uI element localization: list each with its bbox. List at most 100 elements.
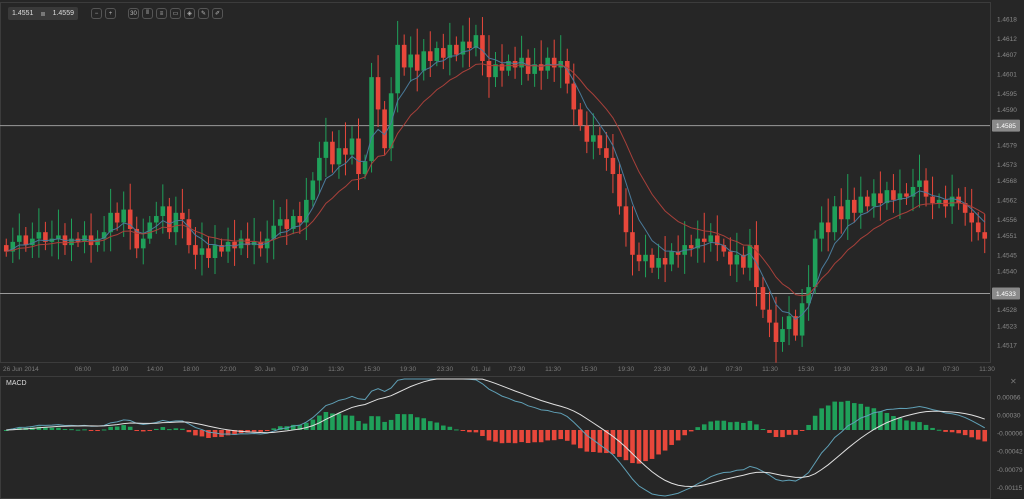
macd-hist-up [454,429,459,431]
chart-toolbar: 1.4551 1.4559 − +30 ⫴ ≡ ▭ ◈ ✎ ✐ [8,7,223,20]
time-axis-tick: 19:30 [400,366,417,373]
candle-up [845,199,851,220]
time-axis-tick: 07:30 [292,366,309,373]
macd-hist-down [630,430,635,464]
macd-hist-up [330,413,335,430]
macd-hist-down [767,430,772,433]
candle-down [88,235,94,246]
macd-hist-up [121,425,126,430]
candle-down [499,64,505,71]
candle-up [304,199,309,223]
macd-hist-up [304,422,309,430]
macd-hist-up [69,429,74,431]
candle-up [10,241,16,252]
layers-icon[interactable]: ◈ [184,8,195,19]
price-label: 1.4585 [996,123,1016,130]
bid-ask-quote[interactable]: 1.4551 1.4559 [8,7,78,20]
candle-up [30,238,35,246]
macd-hist-down [571,430,577,445]
screenshot-icon[interactable]: ▭ [170,8,181,19]
spread-icon [41,11,45,16]
candle-down [975,222,981,233]
candle-down [551,57,557,68]
macd-hist-up [180,428,185,430]
macd-hist-down [675,430,681,441]
price-axis-tick: 1.4607 [997,52,1017,59]
candle-down [114,212,120,223]
price-axis-tick: 1.4601 [997,71,1017,78]
timeframe-icon[interactable]: 30 [128,8,139,19]
candle-down [134,228,140,249]
price-panel-border [0,2,991,363]
macd-hist-up [49,427,55,430]
time-axis-tick: 11:30 [762,366,778,373]
macd-hist-down [212,430,218,438]
macd-hist-up [760,429,766,431]
candle-down [662,258,668,265]
candle-up [917,180,922,187]
candle-up [747,245,753,268]
candle-down [375,77,381,110]
candle-down [721,245,727,252]
macd-hist-up [82,429,87,431]
macd-hist-down [480,430,485,436]
close-macd-icon[interactable]: ✕ [1010,377,1017,386]
macd-hist-down [591,430,596,453]
ma-fast-line [6,45,986,320]
candle-up [447,44,453,58]
candle-down [414,54,420,71]
candle-down [356,138,361,175]
candle-down [180,212,185,220]
candle-up [643,254,648,262]
candle-down [538,64,544,71]
macd-hist-up [323,411,329,430]
macd-hist-up [127,426,133,430]
candle-down [467,41,472,49]
price-axis-tick: 1.4590 [997,107,1017,114]
candle-down [878,193,883,204]
macd-hist-up [17,427,22,430]
candle-up [323,141,329,158]
candle-up [199,248,205,255]
macd-hist-up [936,429,942,431]
edit-icon[interactable]: ✎ [198,8,209,19]
macd-hist-up [845,400,851,430]
candle-up [799,303,805,336]
candle-up [271,225,277,239]
draw-icon[interactable]: ✐ [212,8,223,19]
ma-slow-line [6,63,985,297]
candle-down [962,203,968,213]
zoom-out-icon[interactable]: − [91,8,102,19]
candle-up [786,316,792,330]
macd-hist-down [558,430,564,440]
candle-up [336,148,342,165]
macd-hist-up [701,424,707,430]
candle-up [819,222,824,239]
candle-down [701,238,707,242]
candle-down [741,254,746,268]
macd-hist-down [636,430,642,464]
indicators-icon[interactable]: ≡ [156,8,167,19]
candle-down [167,206,172,233]
candle-down [3,245,9,252]
candle-down [232,241,237,249]
macd-hist-down [551,430,557,441]
macd-axis-tick: -0.00079 [997,467,1023,474]
candle-up [812,238,818,288]
price-axis-tick: 1.4562 [997,197,1017,204]
candle-up [656,258,661,268]
zoom-in-icon[interactable]: + [105,8,116,19]
candle-down [480,35,485,61]
candle-down [982,232,988,239]
candles-icon[interactable]: ⫴ [142,8,153,19]
macd-hist-up [414,417,420,430]
time-axis-tick: 23:30 [871,366,888,373]
macd-hist-up [838,401,844,430]
candle-down [969,212,974,223]
candle-down [454,44,459,55]
macd-hist-down [643,430,648,462]
macd-hist-down [584,430,590,452]
macd-hist-up [343,415,348,430]
macd-hist-up [62,428,68,430]
